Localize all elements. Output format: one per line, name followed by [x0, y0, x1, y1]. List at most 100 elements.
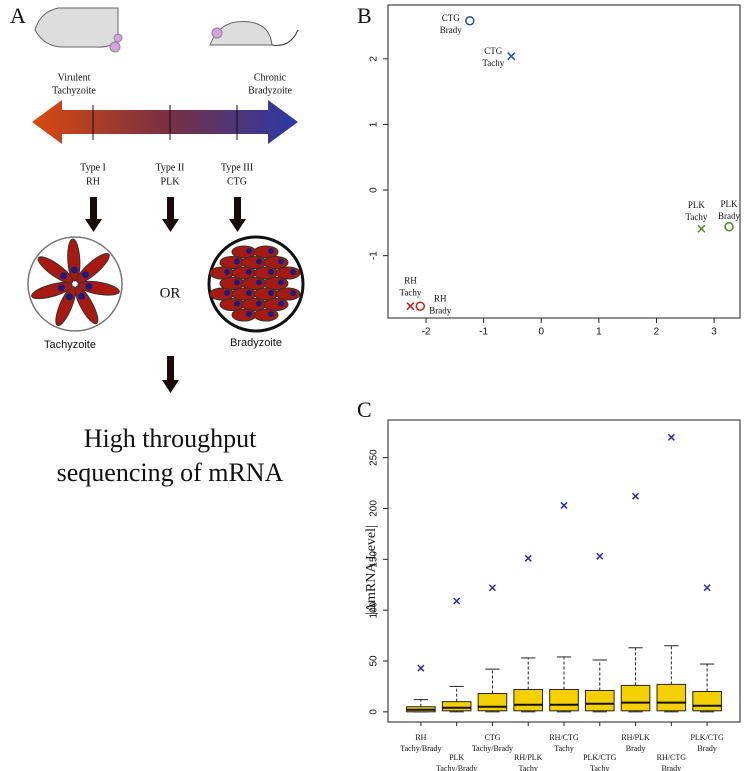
x-tick-label: RH [415, 733, 426, 742]
conclusion: sequencing of mRNA [57, 458, 284, 487]
type-label: Type II [155, 162, 184, 173]
y-tick-label: 250 [369, 449, 380, 466]
strain-label: CTG [227, 176, 247, 187]
nucleus [246, 269, 252, 275]
x-tick-label: Brady [662, 764, 682, 771]
point [415, 301, 426, 311]
x-tick-label: Tachy/Brady [472, 744, 513, 753]
nucleus [234, 258, 240, 265]
cell-label: Bradyzoite [230, 337, 282, 349]
point-label: Brady [429, 305, 451, 315]
strain-label: RH [86, 176, 100, 187]
nucleus [256, 300, 262, 307]
nucleus [234, 279, 240, 286]
point [465, 15, 475, 26]
nucleus [278, 258, 284, 265]
bradyzoites [209, 245, 301, 322]
point-label: PLK [688, 200, 706, 210]
nucleus [246, 248, 252, 254]
x-tick-label: RH/CTG [657, 753, 687, 762]
y-tick-label: 50 [369, 655, 380, 667]
arrow-ticks [92, 105, 238, 140]
y-tick-label: -1 [369, 251, 380, 260]
outlier [417, 664, 425, 672]
outlier [524, 554, 532, 562]
nucleus [256, 279, 262, 286]
box [656, 683, 687, 712]
stage-label: Tachyzoite [52, 85, 96, 96]
nucleus [256, 258, 262, 265]
point-label: CTG [442, 13, 461, 23]
x-tick-label: 0 [538, 327, 544, 338]
type-label: Type III [221, 162, 253, 173]
x-tick-label: 2 [654, 327, 660, 338]
y-tick-label: 0 [369, 187, 380, 193]
outlier [667, 433, 675, 441]
type-label: Type I [80, 162, 106, 173]
x-tick-label: RH/CTG [549, 733, 579, 742]
x-tick-label: -2 [422, 327, 431, 338]
x-tick-label: 3 [711, 327, 717, 338]
nucleus [246, 290, 252, 296]
box [549, 688, 579, 712]
x-tick-label: -1 [479, 327, 488, 338]
nucleus [60, 272, 68, 280]
box [477, 693, 508, 712]
stage-label: Virulent [58, 72, 91, 83]
down-arrows [85, 197, 246, 393]
y-tick-label: 100 [369, 601, 380, 618]
nucleus [268, 269, 274, 275]
y-tick-label: 200 [369, 500, 380, 517]
x-tick-label: PLK [449, 753, 464, 762]
outlier [703, 584, 711, 592]
point-label: PLK [721, 199, 739, 209]
nucleus [58, 284, 66, 292]
x-tick-label: RH/PLK [514, 753, 543, 762]
point-label: CTG [484, 46, 503, 56]
point [406, 302, 415, 311]
nucleus [81, 271, 89, 279]
outlier [488, 584, 496, 592]
point-label: Tachy [685, 212, 707, 222]
nucleus [224, 269, 230, 275]
x-tick-label: Tachy/Brady [436, 764, 477, 771]
stage-label: Chronic [254, 72, 287, 83]
nucleus [70, 266, 78, 274]
point-label: RH [404, 275, 417, 285]
x-tick-label: Brady [697, 744, 717, 753]
point [724, 222, 734, 232]
panel-label: A [10, 3, 26, 28]
nucleus [290, 269, 296, 275]
parasite [275, 266, 301, 280]
nucleus [85, 282, 93, 290]
plot-frame [387, 4, 741, 319]
box [584, 689, 615, 712]
point [697, 224, 706, 233]
panel-label: B [357, 3, 372, 28]
panel-label: C [357, 397, 372, 422]
box [441, 701, 472, 712]
nucleus [278, 279, 284, 286]
cell-label: Tachyzoite [44, 339, 96, 351]
x-tick-label: Brady [626, 744, 646, 753]
nucleus [268, 290, 274, 296]
nucleus [268, 311, 274, 317]
point-label: Brady [440, 25, 462, 35]
parasite [231, 308, 257, 322]
x-tick-label: 1 [596, 327, 602, 338]
x-tick-label: PLK/CTG [690, 733, 724, 742]
parasite [253, 308, 279, 322]
or-label: OR [160, 285, 181, 301]
box [513, 688, 544, 712]
nucleus [278, 300, 284, 307]
outlier [453, 597, 461, 605]
x-tick-label: Tachy [590, 764, 609, 771]
y-tick-label: 0 [369, 709, 380, 715]
point-label: Brady [718, 211, 740, 221]
x-tick-label: PLK/CTG [583, 753, 617, 762]
outlier [596, 552, 604, 560]
point [507, 52, 516, 61]
nucleus [290, 290, 296, 296]
nucleus [234, 300, 240, 307]
